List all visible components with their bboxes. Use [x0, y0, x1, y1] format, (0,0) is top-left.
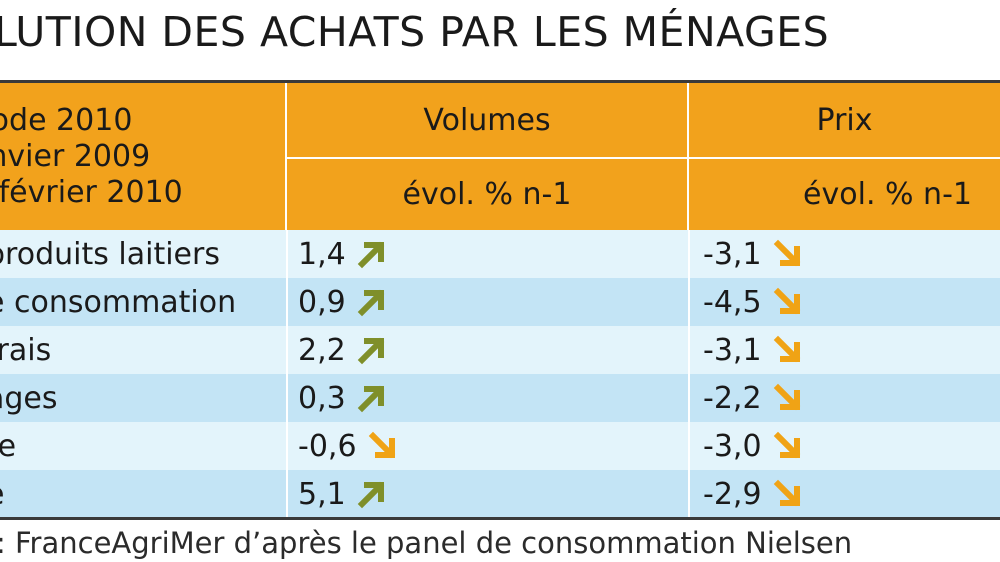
period-line-3: 3 février 2010 [0, 175, 183, 210]
header-prix: Prix évol. % n-1 [689, 83, 1000, 230]
trend-up-icon [356, 382, 388, 414]
prix-value: -2,9 [703, 476, 762, 512]
trend-down-icon [772, 334, 804, 366]
trend-up-icon [356, 286, 388, 318]
row-label: produits laitiers [0, 236, 220, 272]
prix-value: -3,0 [703, 428, 762, 464]
row-label: e consommation [0, 284, 237, 320]
row-label: ages [0, 380, 58, 416]
trend-down-icon [772, 478, 804, 510]
row-label: frais [0, 332, 52, 368]
trend-down-icon [772, 382, 804, 414]
row-label: re [0, 429, 16, 464]
volume-value: -0,6 [298, 428, 357, 464]
table-row: e consommation 0,9 -4,5 [0, 278, 1000, 326]
trend-down-icon [772, 286, 804, 318]
prix-value: -3,1 [703, 332, 762, 368]
volume-value: 0,3 [298, 380, 346, 416]
data-table: riode 2010 anvier 2009 3 février 2010 Vo… [0, 80, 1000, 520]
table-header: riode 2010 anvier 2009 3 février 2010 Vo… [0, 83, 1000, 230]
row-label: e [0, 477, 4, 512]
prix-value: -3,1 [703, 236, 762, 272]
table-row: re -0,6 -3,0 [0, 422, 1000, 470]
table-row: frais 2,2 -3,1 [0, 326, 1000, 374]
period-line-1: riode 2010 [0, 103, 133, 138]
table-row: e 5,1 -2,9 [0, 470, 1000, 517]
prix-label: Prix [689, 83, 1000, 159]
period-line-2: anvier 2009 [0, 139, 151, 174]
table-title: LUTION DES ACHATS PAR LES MÉNAGES [0, 8, 830, 56]
header-volumes: Volumes évol. % n-1 [287, 83, 689, 230]
prix-value: -4,5 [703, 284, 762, 320]
table-row: produits laitiers 1,4 -3,1 [0, 230, 1000, 278]
prix-subheader: évol. % n-1 [803, 177, 972, 212]
prix-value: -2,2 [703, 380, 762, 416]
header-period: riode 2010 anvier 2009 3 février 2010 [0, 83, 287, 230]
volumes-subheader: évol. % n-1 [402, 177, 572, 212]
volume-value: 1,4 [298, 236, 346, 272]
column-divider [688, 230, 690, 517]
volume-value: 0,9 [298, 284, 346, 320]
column-divider [286, 230, 288, 517]
trend-down-icon [367, 430, 399, 462]
table-row: ages 0,3 -2,2 [0, 374, 1000, 422]
volume-value: 2,2 [298, 332, 346, 368]
trend-up-icon [356, 478, 388, 510]
trend-down-icon [772, 430, 804, 462]
source-note: : FranceAgriMer d’après le panel de cons… [0, 526, 853, 560]
trend-up-icon [356, 334, 388, 366]
volume-value: 5,1 [298, 476, 346, 512]
trend-up-icon [356, 238, 388, 270]
volumes-label: Volumes [287, 83, 687, 159]
trend-down-icon [772, 238, 804, 270]
